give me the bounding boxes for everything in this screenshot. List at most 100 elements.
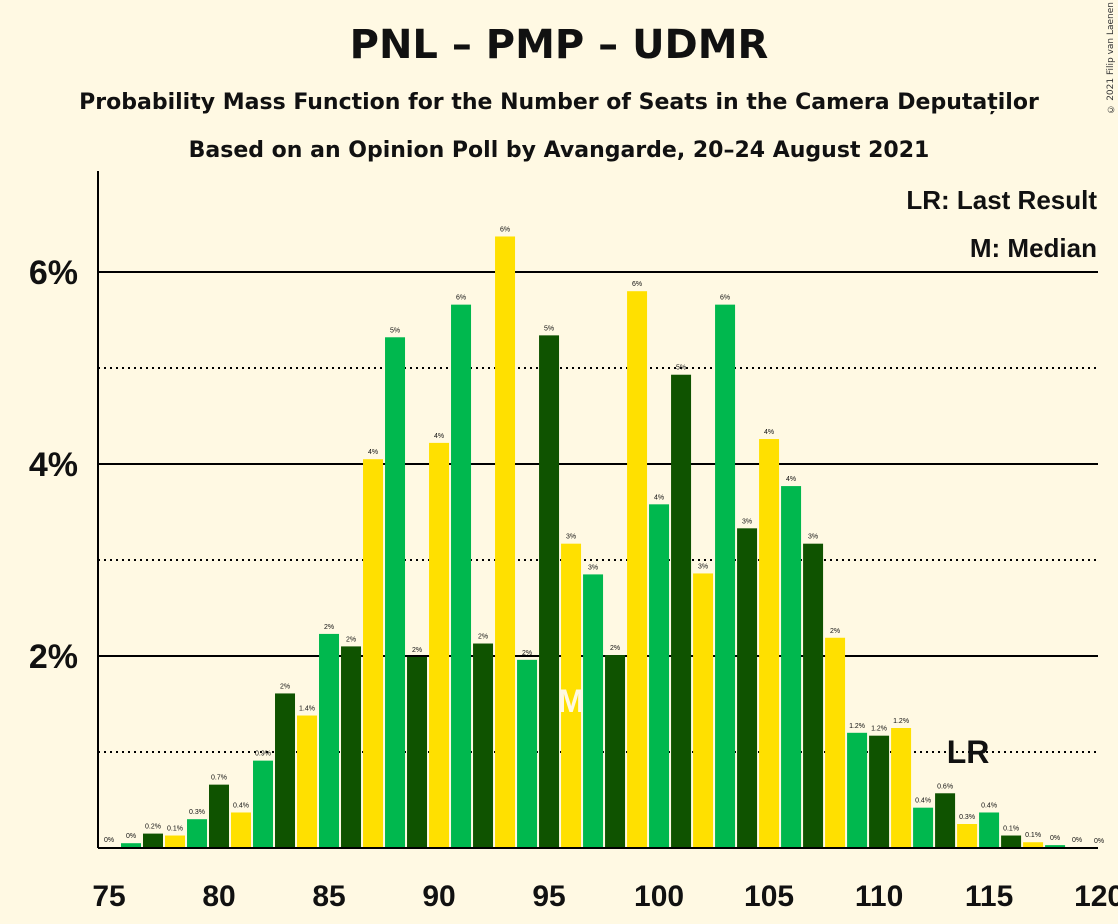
bar [517,659,538,848]
bar-value-label: 1.4% [299,706,315,713]
bar [627,291,648,848]
bar-value-label: 2% [412,647,422,654]
bar [429,442,450,848]
bar [1045,845,1066,848]
bar-value-label: 3% [588,564,598,571]
chart-subtitle: Probability Mass Function for the Number… [79,90,1039,115]
bar [737,528,758,848]
bar [385,337,406,848]
bar [451,304,472,848]
bar-value-label: 0.3% [189,809,205,816]
x-tick-label: 100 [634,880,684,913]
x-tick-label: 85 [312,880,345,913]
bar [253,760,274,848]
bar-value-label: 1.2% [849,723,865,730]
x-tick-label: 115 [965,880,1013,913]
bar-value-label: 2% [324,624,334,631]
bar-value-label: 0.3% [959,814,975,821]
bar-value-label: 3% [698,563,708,570]
bar-value-label: 0.7% [211,775,227,782]
bar [231,812,252,848]
bar [275,693,296,848]
bar-value-label: 4% [786,476,796,483]
bar-value-label: 3% [808,534,818,541]
x-tick-label: 75 [92,880,125,913]
bar [495,236,516,849]
bar-value-label: 4% [434,433,444,440]
bar-value-label: 0% [104,837,114,844]
bar [803,543,824,848]
chart-title: PNL – PMP – UDMR [349,22,769,68]
bar [649,504,670,848]
bar [209,784,230,848]
bar-value-label: 6% [456,295,466,302]
last-result-marker: LR [947,734,990,770]
bar-value-label: 6% [500,226,510,233]
x-tick-label: 80 [202,880,235,913]
bar [847,732,868,848]
bar [319,633,340,848]
bar [143,833,164,848]
bar-value-label: 5% [676,365,686,372]
bar-value-label: 0.1% [167,826,183,833]
bar [539,335,560,848]
bar-value-label: 4% [654,494,664,501]
bar [605,655,626,848]
axes: 75 80 85 90 95 100 105 110 115 120 2% 4% 6% [29,171,1118,913]
bar-value-label: 0% [126,833,136,840]
bar [957,824,978,848]
bar [583,574,604,848]
bar-value-label: 1.2% [871,726,887,733]
bar-value-label: 0% [1072,837,1082,844]
bar [781,486,802,848]
bar [561,543,582,848]
bar [693,573,714,848]
bar-value-label: 2% [280,683,290,690]
y-tick-label: 6% [29,254,78,292]
bar [165,835,186,848]
bar-value-label: 0.2% [145,824,161,831]
x-tick-label: 105 [744,880,794,913]
bar [671,374,692,848]
bar [715,304,736,848]
bar [913,807,934,848]
bar [759,439,780,848]
y-tick-label: 2% [29,638,78,676]
x-tick-label: 110 [855,880,903,913]
x-tick-label: 120 [1074,880,1118,913]
median-marker: M [558,683,585,719]
bar-value-label: 1.2% [893,718,909,725]
bar [187,819,208,848]
bar [1001,835,1022,848]
bar [825,637,846,848]
bar [341,646,362,848]
bar [891,728,912,848]
bar-value-label: 0.4% [915,798,931,805]
bar-value-label: 0.1% [1025,832,1041,839]
bar-value-label: 2% [830,628,840,635]
bar-value-label: 2% [610,645,620,652]
y-tick-label: 4% [29,446,78,484]
x-tick-label: 90 [422,880,455,913]
bar-value-label: 3% [566,534,576,541]
legend-median: M: Median [970,233,1097,263]
bar [407,656,428,848]
bar-value-label: 3% [742,518,752,525]
bar-value-label: 5% [544,325,554,332]
legend-last-result: LR: Last Result [906,185,1097,215]
bar [363,459,384,848]
bar-value-label: 6% [632,281,642,288]
bar [869,735,890,848]
bar-value-label: 6% [720,295,730,302]
x-tick-label: 95 [532,880,565,913]
bar-value-label: 2% [478,634,488,641]
bar [297,715,318,848]
bar-value-label: 0% [1094,838,1104,845]
bar [979,812,1000,848]
bar [473,643,494,848]
bar-value-label: 4% [368,449,378,456]
bar-value-label: 0.1% [1003,826,1019,833]
bar-value-label: 4% [764,429,774,436]
bar [935,793,956,848]
